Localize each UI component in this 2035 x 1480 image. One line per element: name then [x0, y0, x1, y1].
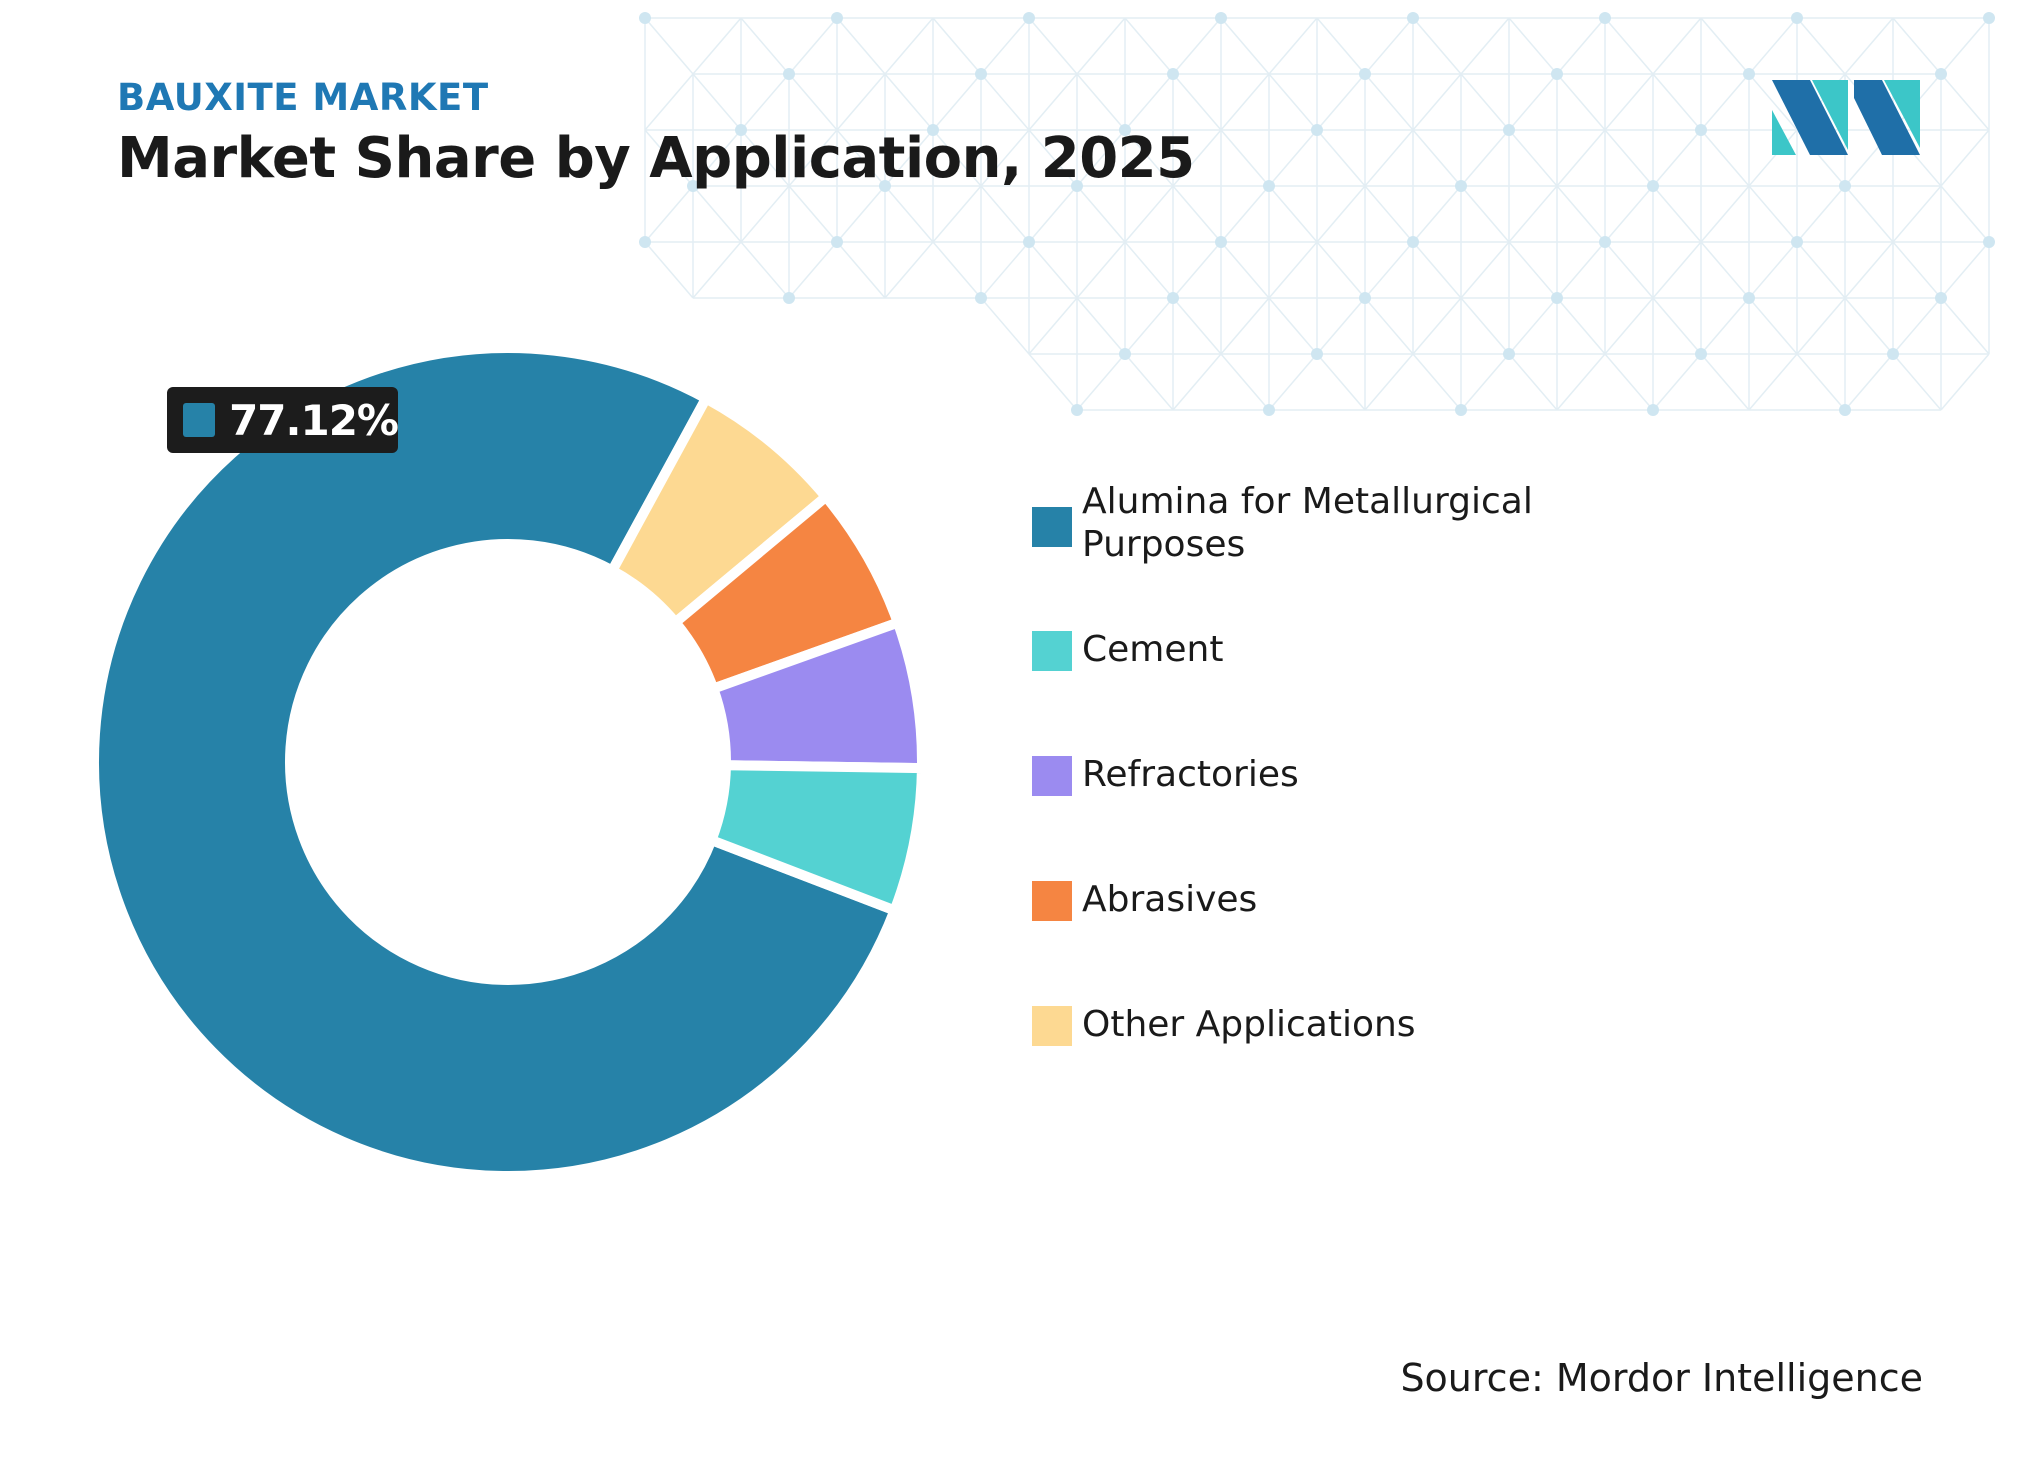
source-note: Source: Mordor Intelligence [1400, 1356, 1923, 1400]
legend-swatch [1032, 631, 1072, 671]
legend-swatch [1032, 756, 1072, 796]
legend-swatch [1032, 507, 1072, 547]
logo-shape-left [1772, 80, 1848, 155]
legend-swatch [1032, 1006, 1072, 1046]
logo-shape-left-accent [1772, 110, 1796, 155]
logo-shape-middle [1812, 80, 1848, 150]
legend-item: Cement [1032, 628, 1582, 671]
legend-swatch [1032, 881, 1072, 921]
legend-label: Abrasives [1082, 879, 1258, 920]
legend-item: Refractories [1032, 753, 1582, 796]
legend-label: Cement [1082, 629, 1224, 670]
value-callout: 77.12% [167, 387, 399, 453]
legend-item: Abrasives [1032, 878, 1582, 921]
legend-label: Refractories [1082, 754, 1299, 795]
logo-shape-right [1854, 80, 1920, 155]
legend-item: Alumina for Metallurgical Purposes [1032, 480, 1552, 566]
legend-label: Other Applications [1082, 1004, 1416, 1045]
mordor-intelligence-logo-icon [1772, 80, 1920, 155]
report-kicker: BAUXITE MARKET [117, 76, 489, 119]
logo-shape-right-accent [1884, 80, 1920, 148]
donut-slice-cement [705, 760, 928, 917]
callout-swatch [183, 403, 216, 437]
donut-slice-alumina-for-metallurgical-purposes [89, 343, 901, 1181]
chart-title: Market Share by Application, 2025 [117, 126, 1195, 191]
legend-item: Other Applications [1032, 1003, 1582, 1046]
callout-value: 77.12% [229, 395, 399, 445]
legend-label: Alumina for Metallurgical Purposes [1082, 481, 1533, 565]
